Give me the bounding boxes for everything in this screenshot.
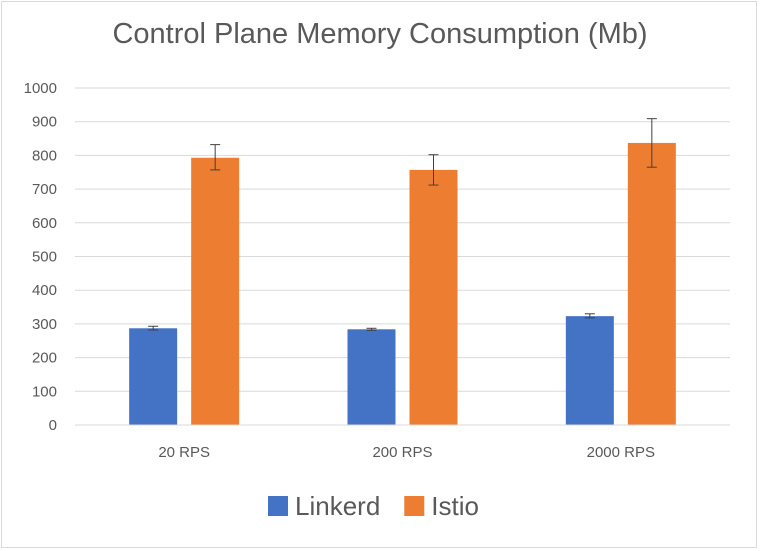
x-tick-label: 2000 RPS [587,444,655,461]
y-tick-label: 800 [32,147,57,164]
y-tick-label: 600 [32,215,57,232]
y-tick-label: 400 [32,282,57,299]
legend-label-istio: Istio [431,491,479,521]
bar-istio [409,169,458,425]
legend-swatch-linkerd [268,496,288,516]
legend-label-linkerd: Linkerd [295,491,380,521]
bar-linkerd [565,316,614,425]
y-tick-label: 500 [32,249,57,266]
y-tick-label: 100 [32,383,57,400]
legend-swatch-istio [404,496,425,516]
bar-istio [627,142,676,425]
y-tick-label: 300 [32,316,57,333]
y-tick-label: 200 [32,350,57,367]
y-tick-label: 0 [49,417,57,434]
chart-title: Control Plane Memory Consumption (Mb) [112,18,648,50]
x-tick-label: 200 RPS [372,444,432,461]
bar-linkerd [129,328,178,425]
y-tick-label: 900 [32,114,57,131]
bar-istio [191,157,240,425]
bar-linkerd [347,329,396,425]
y-tick-label: 1000 [24,80,57,97]
y-tick-label: 700 [32,181,57,198]
x-tick-label: 20 RPS [158,444,210,461]
